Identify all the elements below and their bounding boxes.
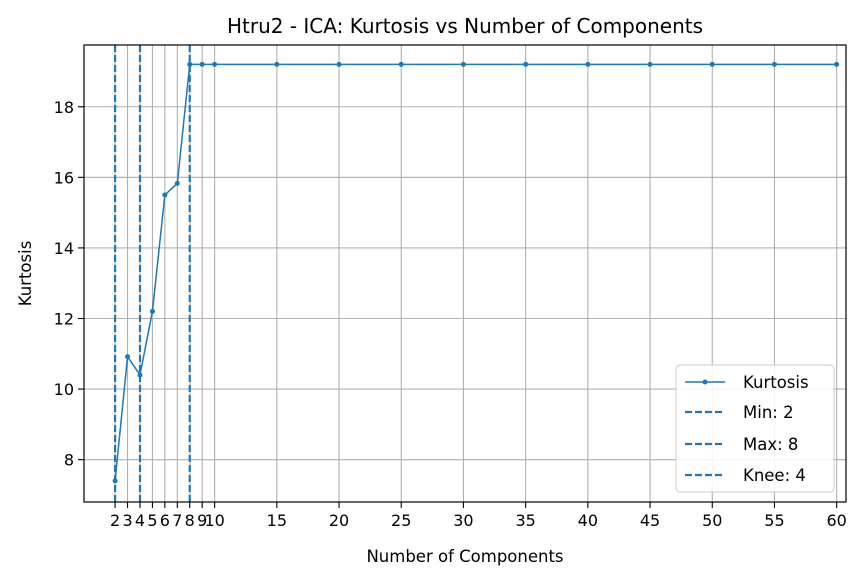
x-tick-label: 9 (197, 511, 207, 530)
y-tick-label: 12 (54, 309, 74, 328)
data-point (199, 61, 205, 67)
data-point (274, 61, 280, 67)
x-tick-label: 20 (329, 511, 349, 530)
x-tick-label: 6 (160, 511, 170, 530)
data-point (771, 61, 777, 67)
data-point (212, 61, 218, 67)
y-axis-label: Kurtosis (16, 241, 35, 307)
legend: Kurtosis Min: 2 Max: 8 Knee: 4 (675, 364, 835, 493)
data-point (709, 61, 715, 67)
y-ticks: 8 10 12 14 16 18 (54, 98, 84, 470)
x-tick-label: 55 (764, 511, 784, 530)
data-point (112, 478, 118, 484)
x-tick-label: 10 (204, 511, 224, 530)
x-tick-label: 3 (122, 511, 132, 530)
x-tick-label: 7 (172, 511, 182, 530)
plot-area-frame (83, 44, 847, 503)
legend-marker-kurtosis (702, 379, 708, 385)
x-tick-label: 8 (185, 511, 195, 530)
x-tick-label: 60 (826, 511, 846, 530)
data-point (149, 308, 155, 314)
data-point (460, 61, 466, 67)
data-point (174, 180, 180, 186)
x-tick-label: 2 (110, 511, 120, 530)
y-tick-label: 14 (54, 239, 74, 258)
data-point (398, 61, 404, 67)
data-point (187, 61, 193, 67)
data-point (523, 61, 529, 67)
data-point (125, 354, 131, 360)
data-point (647, 61, 653, 67)
y-tick-label: 16 (54, 168, 74, 187)
vline-layer (114, 45, 191, 502)
x-tick-label: 40 (578, 511, 598, 530)
x-axis-label: Number of Components (366, 547, 563, 566)
series-layer (112, 61, 840, 484)
legend-label-knee: Knee: 4 (743, 466, 806, 485)
x-tick-label: 4 (135, 511, 145, 530)
y-tick-label: 18 (54, 98, 74, 117)
data-point (137, 372, 143, 378)
data-point (585, 61, 591, 67)
y-tick-label: 10 (54, 380, 74, 399)
x-tick-label: 30 (453, 511, 473, 530)
data-point (336, 61, 342, 67)
data-point (162, 192, 168, 198)
x-tick-label: 25 (391, 511, 411, 530)
data-point (834, 61, 840, 67)
x-tick-label: 5 (147, 511, 157, 530)
y-tick-label: 8 (64, 451, 74, 470)
legend-box (675, 364, 835, 493)
chart-title: Htru2 - ICA: Kurtosis vs Number of Compo… (227, 14, 703, 38)
x-tick-label: 35 (515, 511, 535, 530)
x-tick-label: 45 (640, 511, 660, 530)
x-tick-label: 50 (702, 511, 722, 530)
legend-label-min: Min: 2 (743, 403, 794, 422)
x-tick-label: 15 (267, 511, 287, 530)
x-ticks: 2 3 4 5 6 7 8 910 15 20 25 30 35 40 45 50 55 60 (110, 502, 847, 530)
grid-layer (84, 45, 846, 502)
legend-label-max: Max: 8 (743, 435, 798, 454)
legend-label-kurtosis: Kurtosis (743, 373, 809, 392)
